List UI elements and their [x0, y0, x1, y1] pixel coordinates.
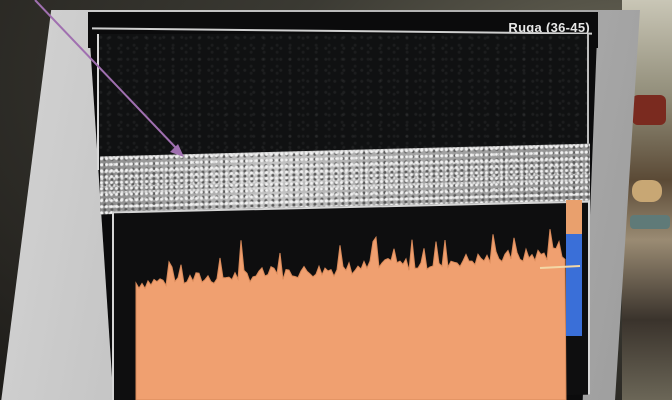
marker-cap	[566, 200, 582, 234]
marker-tick	[539, 265, 581, 269]
background-object-teal	[630, 215, 670, 229]
background-object-tan	[632, 180, 662, 202]
background-object-red	[632, 95, 666, 125]
signal-area	[135, 229, 567, 400]
blue-marker	[566, 232, 582, 336]
arrow-head	[170, 144, 184, 157]
arrow-pointer-icon	[34, 0, 179, 151]
